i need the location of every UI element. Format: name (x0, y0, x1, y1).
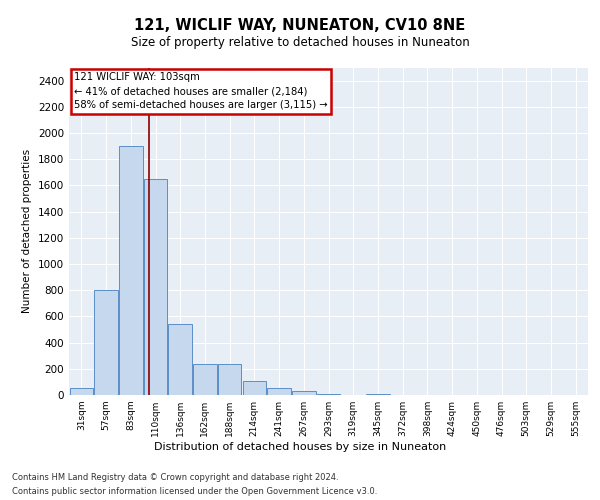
Text: Distribution of detached houses by size in Nuneaton: Distribution of detached houses by size … (154, 442, 446, 452)
Bar (218, 364, 241, 395)
Bar (292, 391, 316, 395)
Bar (94, 290, 118, 395)
Bar (70, 388, 93, 395)
Text: Contains public sector information licensed under the Open Government Licence v3: Contains public sector information licen… (12, 488, 377, 496)
Bar (268, 388, 291, 395)
Text: Contains HM Land Registry data © Crown copyright and database right 2024.: Contains HM Land Registry data © Crown c… (12, 472, 338, 482)
Text: 121, WICLIF WAY, NUNEATON, CV10 8NE: 121, WICLIF WAY, NUNEATON, CV10 8NE (134, 18, 466, 32)
Bar (242, 380, 266, 395)
Bar (366, 394, 389, 395)
Text: Size of property relative to detached houses in Nuneaton: Size of property relative to detached ho… (131, 36, 469, 49)
Bar (317, 394, 340, 395)
Bar (144, 179, 167, 395)
Bar (193, 364, 217, 395)
Bar (169, 324, 192, 395)
Y-axis label: Number of detached properties: Number of detached properties (22, 149, 32, 314)
Text: 121 WICLIF WAY: 103sqm
← 41% of detached houses are smaller (2,184)
58% of semi-: 121 WICLIF WAY: 103sqm ← 41% of detached… (74, 72, 328, 110)
Bar (119, 146, 143, 395)
